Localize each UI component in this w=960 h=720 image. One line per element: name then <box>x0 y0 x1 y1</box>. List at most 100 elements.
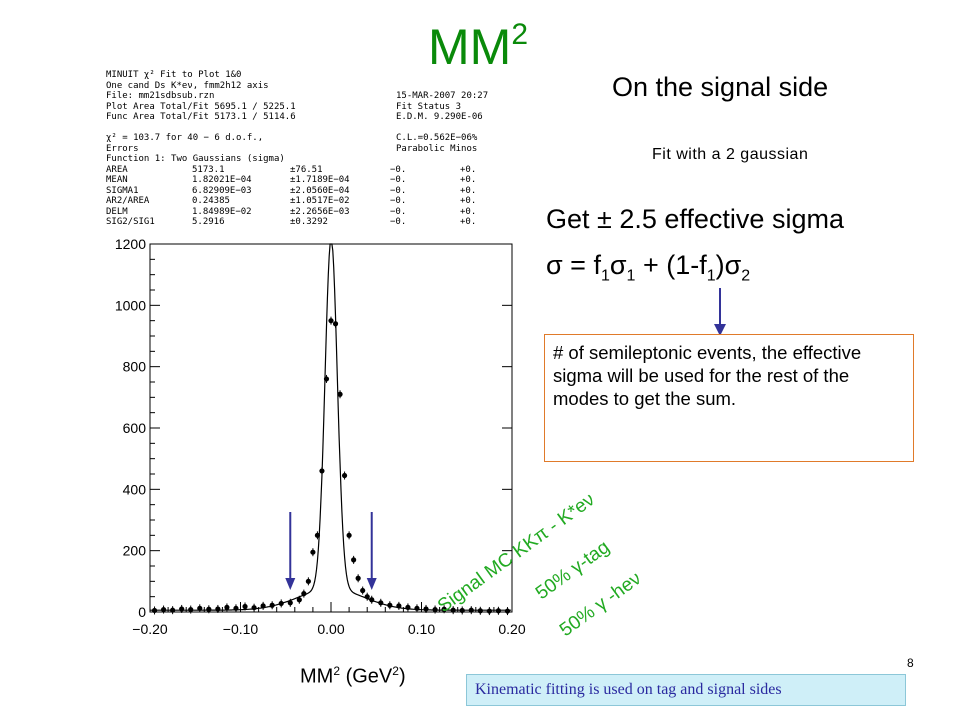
data-point <box>224 604 230 611</box>
data-point <box>242 603 248 610</box>
data-point <box>441 606 447 612</box>
window-marker-head <box>285 578 296 590</box>
sigma-formula: σ = f1σ1 + (1-f1)σ2 <box>546 250 751 285</box>
data-point <box>355 575 361 581</box>
fit-param-cell: AREA <box>106 164 128 175</box>
data-point <box>341 472 348 479</box>
data-point <box>323 376 330 382</box>
fit-row-right: E.D.M. 9.290E-06 <box>396 112 483 122</box>
fit-row: Errors Parabolic Minos <box>106 144 526 155</box>
data-point <box>215 606 221 612</box>
data-point <box>504 608 511 614</box>
y-tick-label: 400 <box>123 481 147 497</box>
data-point <box>197 605 203 611</box>
data-point <box>278 600 284 607</box>
fit-param-cell: ±2.0560E−04 <box>290 185 350 196</box>
data-point <box>296 597 302 603</box>
fit-param-cell: ±76.51 <box>290 164 323 175</box>
data-point <box>160 606 167 613</box>
data-point <box>486 608 492 614</box>
fit-row-left: χ² = 103.7 for 40 − 6 d.o.f., <box>106 133 264 143</box>
page-number: 8 <box>907 656 914 670</box>
fit-param-cell: AR2/AREA <box>106 196 150 206</box>
data-point <box>188 606 194 613</box>
fit-param-cell: +0. <box>460 217 477 227</box>
fit-param-row: SIG2/SIG1 5.2916 ±0.3292 −0. +0. <box>106 217 526 228</box>
fit-row-right: C.L.=0.562E−06% <box>396 133 478 143</box>
data-point <box>314 532 321 538</box>
data-point <box>179 606 185 612</box>
x-tick-label: 0.20 <box>498 621 525 637</box>
fit-param-row: AR2/AREA 0.24385 ±1.0517E−02 −0. +0. <box>106 196 526 207</box>
fit-row-right: Fit Status 3 <box>396 101 462 112</box>
fit-param-cell: 6.82909E−03 <box>192 185 252 196</box>
fit-param-row: MEAN 1.82021E−04 ±1.7189E−04 −0. +0. <box>106 175 526 186</box>
fit-param-cell: ±1.0517E−02 <box>290 196 350 206</box>
fit-row-left: Function 1: Two Gaussians (sigma) <box>106 154 285 164</box>
fit-param-cell: −0. <box>390 175 407 185</box>
y-tick-label: 1200 <box>115 236 146 252</box>
data-point <box>269 602 275 608</box>
x-axis-caption: MM2 (GeV2) <box>300 664 406 688</box>
data-point <box>310 549 316 555</box>
data-point <box>378 600 384 606</box>
data-point <box>260 603 266 609</box>
kinematic-fitting-note: Kinematic fitting is used on tag and sig… <box>466 674 906 706</box>
fit-param-cell: +0. <box>460 185 477 196</box>
data-point <box>477 608 483 614</box>
get-sigma-text: Get ± 2.5 effective sigma <box>546 204 844 234</box>
data-point <box>332 321 339 327</box>
data-point <box>206 606 212 612</box>
data-point <box>414 605 420 611</box>
fit-param-cell: 5.2916 <box>192 217 225 227</box>
data-point <box>432 606 438 613</box>
fit-param-cell: +0. <box>460 164 477 175</box>
fit-param-cell: +0. <box>460 175 477 185</box>
fit-row-right: Parabolic Minos <box>396 143 478 154</box>
data-point <box>387 602 393 608</box>
fit-param-cell: SIG2/SIG1 <box>106 217 155 227</box>
data-point <box>423 606 429 612</box>
fit-note: Fit with a 2 gaussian <box>652 146 809 163</box>
fit-row-right: 15-MAR-2007 20:27 <box>396 91 489 101</box>
data-point <box>360 587 366 594</box>
fit-param-row: SIGMA1 6.82909E−03 ±2.0560E−04 −0. +0. <box>106 186 526 197</box>
fit-parameter-panel: MINUIT χ² Fit to Plot 1&0 One cand Ds K*e… <box>106 70 526 228</box>
fit-param-cell: −0. <box>390 196 407 206</box>
data-point <box>233 605 239 611</box>
data-point <box>364 594 370 600</box>
fit-param-cell: −0. <box>390 164 407 175</box>
fit-row-left: One cand Ds K*eν, fmm2h12 axis <box>106 80 269 91</box>
window-marker-head <box>366 578 377 590</box>
y-tick-label: 0 <box>138 604 146 620</box>
x-tick-label: −0.20 <box>132 621 168 637</box>
fit-param-cell: −0. <box>390 206 407 217</box>
y-tick-label: 1000 <box>115 297 146 313</box>
fit-param-cell: ±2.2656E−03 <box>290 206 350 217</box>
pointer-arrow-head <box>714 324 726 336</box>
fit-param-cell: 1.84989E−02 <box>192 206 252 217</box>
data-point <box>337 391 343 397</box>
data-point <box>369 597 375 603</box>
data-point <box>450 607 456 613</box>
fit-param-row: AREA 5173.1 ±76.51 −0. +0. <box>106 165 526 176</box>
fit-param-cell: MEAN <box>106 175 128 185</box>
data-point <box>396 603 402 609</box>
data-point <box>351 557 357 563</box>
note-box: # of semileptonic events, the effective … <box>544 334 914 462</box>
y-tick-label: 600 <box>123 420 147 436</box>
data-point <box>305 578 311 584</box>
fit-row-left: MINUIT χ² Fit to Plot 1&0 <box>106 70 242 80</box>
y-tick-label: 200 <box>123 543 147 559</box>
fit-param-cell: ±1.7189E−04 <box>290 175 350 185</box>
data-point <box>468 607 474 613</box>
fit-param-cell: 5173.1 <box>192 164 225 175</box>
x-tick-label: 0.10 <box>408 621 435 637</box>
fit-param-cell: ±0.3292 <box>290 217 328 227</box>
data-point <box>301 591 307 597</box>
fit-row: File: mm21sdbsub.rzn 15-MAR-2007 20:27 <box>106 91 526 102</box>
fit-row: Func Area Total/Fit 5173.1 / 5114.6 E.D.M… <box>106 112 526 123</box>
fit-param-cell: −0. <box>390 185 407 196</box>
